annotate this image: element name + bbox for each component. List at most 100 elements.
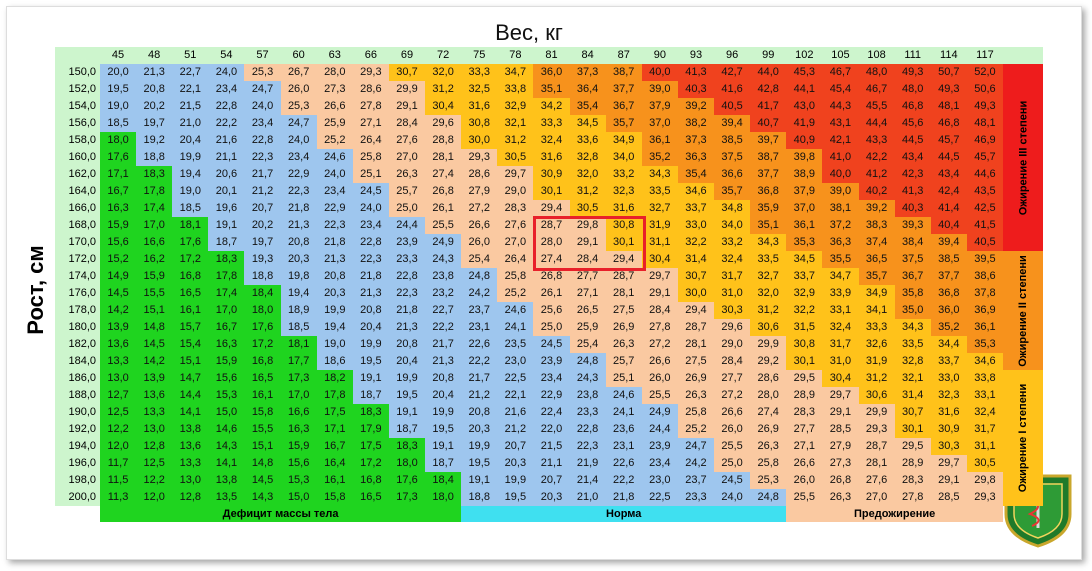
cell: 16,7	[208, 319, 245, 336]
cell: 30,0	[461, 132, 498, 149]
cell: 28,6	[352, 81, 389, 98]
cell: 38,9	[786, 166, 823, 183]
cell: 29,3	[966, 489, 1003, 506]
cell: 23,9	[388, 234, 426, 251]
band-obesity-1: Ожирение I степени	[1003, 370, 1043, 506]
cell: 27,2	[714, 387, 751, 404]
cell: 26,9	[605, 319, 642, 336]
row-header: 172,0	[55, 251, 100, 268]
cell: 35,2	[930, 319, 967, 336]
column-header: 117	[966, 47, 1003, 64]
row-header: 196,0	[55, 455, 100, 472]
cell: 27,5	[677, 353, 715, 370]
cell: 30,5	[569, 200, 606, 217]
cell: 11,7	[100, 455, 137, 472]
cell: 31,2	[497, 132, 534, 149]
cell: 21,5	[172, 98, 209, 115]
cell: 16,7	[100, 183, 137, 200]
cell: 13,0	[100, 370, 137, 387]
cell: 20,8	[136, 81, 173, 98]
cell: 25,5	[714, 438, 751, 455]
cell: 20,8	[280, 234, 317, 251]
cell: 27,7	[786, 421, 823, 438]
cell: 28,8	[425, 132, 462, 149]
cell: 27,8	[641, 319, 678, 336]
cell: 22,2	[425, 319, 462, 336]
row-header: 192,0	[55, 421, 100, 438]
cell: 17,7	[280, 353, 317, 370]
cell: 21,3	[388, 319, 426, 336]
cell: 20,8	[316, 268, 353, 285]
cell: 29,1	[641, 285, 678, 302]
cell: 17,8	[136, 183, 173, 200]
column-header: 51	[172, 47, 209, 64]
cell: 15,3	[280, 472, 317, 489]
cell: 21,8	[316, 234, 353, 251]
cell: 15,7	[172, 319, 209, 336]
cell: 22,2	[208, 115, 245, 132]
cell: 27,6	[497, 217, 534, 234]
cell: 29,4	[677, 302, 715, 319]
cell: 17,2	[352, 455, 389, 472]
cell: 12,2	[136, 472, 173, 489]
cell: 14,3	[244, 489, 281, 506]
cell: 21,1	[208, 149, 245, 166]
cell: 33,3	[461, 64, 498, 81]
cell: 29,8	[569, 217, 606, 234]
cell: 41,4	[930, 200, 967, 217]
cell: 13,6	[136, 387, 173, 404]
cell: 43,4	[930, 166, 967, 183]
cell: 17,1	[100, 166, 137, 183]
cell: 14,3	[208, 438, 245, 455]
cell: 36,4	[569, 81, 606, 98]
cell: 12,5	[136, 455, 173, 472]
cell: 28,7	[858, 438, 895, 455]
cell: 20,8	[461, 404, 498, 421]
band-obesity-2-text: Ожирение II степени	[1017, 254, 1029, 367]
cell: 25,5	[786, 489, 823, 506]
column-header: 96	[714, 47, 751, 64]
cell: 40,7	[750, 115, 787, 132]
cell: 36,0	[533, 64, 570, 81]
cell: 14,1	[208, 455, 245, 472]
band-overweight: Предожирение	[786, 506, 1003, 522]
cell: 28,6	[750, 370, 787, 387]
cell: 18,7	[388, 421, 426, 438]
cell: 35,3	[786, 234, 823, 251]
cell: 20,7	[497, 438, 534, 455]
cell: 17,9	[352, 421, 389, 438]
cell: 19,5	[388, 387, 426, 404]
cell: 29,1	[569, 234, 606, 251]
cell: 43,1	[822, 115, 859, 132]
column-header: 108	[858, 47, 895, 64]
cell: 18,3	[208, 251, 245, 268]
cell: 17,0	[136, 217, 173, 234]
cell: 15,3	[208, 387, 245, 404]
cell: 20,4	[172, 132, 209, 149]
cell: 24,6	[316, 149, 353, 166]
cell: 23,0	[641, 472, 678, 489]
column-header: 93	[677, 47, 715, 64]
cell: 26,8	[425, 183, 462, 200]
cell: 31,0	[714, 285, 751, 302]
cell: 14,5	[136, 336, 173, 353]
cell: 13,3	[100, 353, 137, 370]
band-obesity-3: Ожирение III степени	[1003, 64, 1043, 251]
cell: 27,9	[461, 183, 498, 200]
cell: 26,9	[677, 370, 715, 387]
cell: 19,9	[388, 370, 426, 387]
cell: 41,0	[822, 149, 859, 166]
cell: 38,7	[605, 64, 642, 81]
column-header: 75	[461, 47, 498, 64]
cell: 26,6	[461, 217, 498, 234]
cell: 34,3	[641, 166, 678, 183]
cell: 36,0	[930, 302, 967, 319]
cell: 28,7	[533, 217, 570, 234]
cell: 39,2	[677, 98, 715, 115]
cell: 27,8	[352, 98, 389, 115]
y-label: Рост, см	[16, 190, 56, 390]
cell: 36,8	[750, 183, 787, 200]
cell: 41,3	[894, 183, 931, 200]
cell: 32,0	[750, 285, 787, 302]
cell: 25,7	[605, 353, 642, 370]
